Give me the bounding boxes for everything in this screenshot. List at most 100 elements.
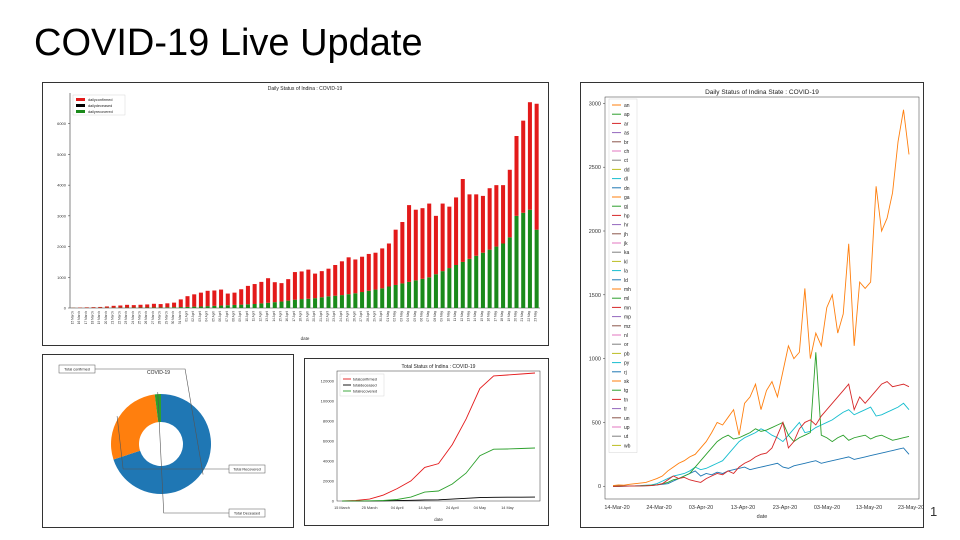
donut-label: Total Deceased — [234, 512, 260, 516]
bar-confirmed — [259, 281, 264, 304]
series-line — [341, 372, 536, 502]
x-tick-label: 12 April — [258, 311, 262, 322]
y-tick-label: 0 — [598, 484, 601, 490]
x-tick-label: 08 May — [433, 311, 437, 322]
y-tick-label: 20000 — [323, 479, 335, 484]
x-tick-label: 23-May-20 — [898, 505, 923, 511]
x-tick-label: 25 March — [362, 506, 378, 510]
series-line — [613, 447, 910, 487]
legend-box — [72, 94, 126, 116]
x-tick-label: 14-Mar-20 — [604, 505, 629, 511]
x-tick-label: 23 April — [332, 311, 336, 322]
bar-recovered — [507, 237, 512, 308]
legend-label: wb — [624, 443, 631, 449]
legend-swatch — [76, 110, 85, 113]
x-tick-label: 23-Apr-20 — [773, 505, 797, 511]
bar-confirmed — [145, 304, 150, 308]
legend-label: br — [624, 140, 629, 146]
bar-confirmed — [138, 304, 143, 308]
x-tick-label: 07 May — [426, 311, 430, 322]
bar-confirmed — [239, 289, 244, 305]
y-tick-label: 60000 — [323, 439, 335, 444]
bar-recovered — [447, 268, 452, 308]
legend-swatch — [76, 104, 85, 107]
bar-confirmed — [407, 205, 412, 282]
x-tick-label: 06 April — [218, 311, 222, 322]
bar-recovered — [245, 304, 250, 308]
bar-recovered — [151, 307, 156, 308]
x-tick-label: 04 May — [406, 311, 410, 322]
x-axis-label: date — [301, 336, 310, 341]
bar-recovered — [205, 306, 210, 308]
legend-label: totalconfirmed — [353, 378, 377, 382]
bar-confirmed — [185, 296, 190, 307]
y-tick-label: 0 — [64, 306, 67, 311]
legend-label: dailyconfirmed — [88, 98, 112, 102]
legend-label: jh — [623, 232, 628, 238]
x-tick-label: 14 April — [418, 506, 431, 510]
bar-recovered — [454, 265, 459, 308]
x-tick-label: 14 May — [501, 506, 514, 510]
legend-label: ap — [624, 112, 630, 118]
bar-confirmed — [111, 305, 116, 308]
x-tick-label: 29 March — [164, 311, 168, 325]
slide-title: COVID-19 Live Update — [34, 22, 423, 64]
x-tick-label: 27 April — [359, 311, 363, 322]
bar-recovered — [185, 306, 190, 308]
bar-confirmed — [118, 305, 123, 308]
bar-confirmed — [98, 306, 103, 308]
x-tick-label: 14 May — [473, 311, 477, 322]
x-tick-label: 17 April — [292, 311, 296, 322]
y-tick-label: 2000 — [57, 244, 67, 249]
bar-recovered — [225, 305, 230, 308]
x-tick-label: 04 April — [391, 506, 404, 510]
x-tick-label: 20 March — [104, 311, 108, 325]
bar-confirmed — [319, 271, 324, 298]
y-tick-label: 2000 — [589, 229, 601, 235]
legend-label: totalrecovered — [353, 390, 377, 394]
bar-recovered — [252, 304, 257, 308]
x-tick-label: 14 April — [272, 311, 276, 322]
bar-confirmed — [527, 102, 532, 210]
bar-confirmed — [521, 120, 526, 213]
x-axis-label: date — [757, 514, 768, 520]
bar-confirmed — [286, 279, 291, 301]
x-tick-label: 18 March — [91, 311, 95, 325]
bar-recovered — [266, 302, 271, 308]
legend-label: dailydeceased — [88, 104, 112, 108]
x-tick-label: 28 March — [158, 311, 162, 325]
bar-recovered — [501, 243, 506, 308]
x-tick-label: 15 March — [70, 311, 74, 325]
bar-confirmed — [131, 305, 136, 308]
bar-recovered — [286, 300, 291, 308]
bar-confirmed — [125, 304, 130, 308]
bar-recovered — [480, 252, 485, 308]
bar-confirmed — [279, 283, 284, 302]
bar-confirmed — [373, 252, 378, 290]
bar-confirmed — [534, 103, 539, 230]
legend-label: jk — [623, 241, 628, 247]
x-tick-label: 29 April — [373, 311, 377, 322]
state-status-chart-panel: Daily Status of Indina State : COVID-19 0… — [580, 82, 924, 528]
legend-label: ch — [624, 149, 630, 155]
bar-confirmed — [326, 268, 331, 297]
legend-label: ka — [624, 250, 630, 256]
legend-label: tn — [624, 397, 628, 403]
x-tick-label: 08 April — [232, 311, 236, 322]
x-tick-label: 10 May — [446, 311, 450, 322]
legend-box — [608, 98, 638, 453]
bar-confirmed — [420, 208, 425, 279]
bar-recovered — [487, 249, 492, 308]
x-tick-label: 27 March — [151, 311, 155, 325]
x-tick-label: 22 March — [117, 311, 121, 325]
y-tick-label: 4000 — [57, 183, 67, 188]
x-tick-label: 16 May — [487, 311, 491, 322]
bar-confirmed — [460, 179, 465, 262]
bar-recovered — [165, 307, 170, 308]
bar-confirmed — [474, 194, 479, 256]
x-tick-label: 09 April — [238, 311, 242, 322]
chart-title: Daily Status of Indina : COVID-19 — [268, 86, 343, 92]
legend-label: as — [624, 131, 630, 137]
bar-confirmed — [494, 185, 499, 247]
x-tick-label: 23 May — [534, 311, 538, 322]
